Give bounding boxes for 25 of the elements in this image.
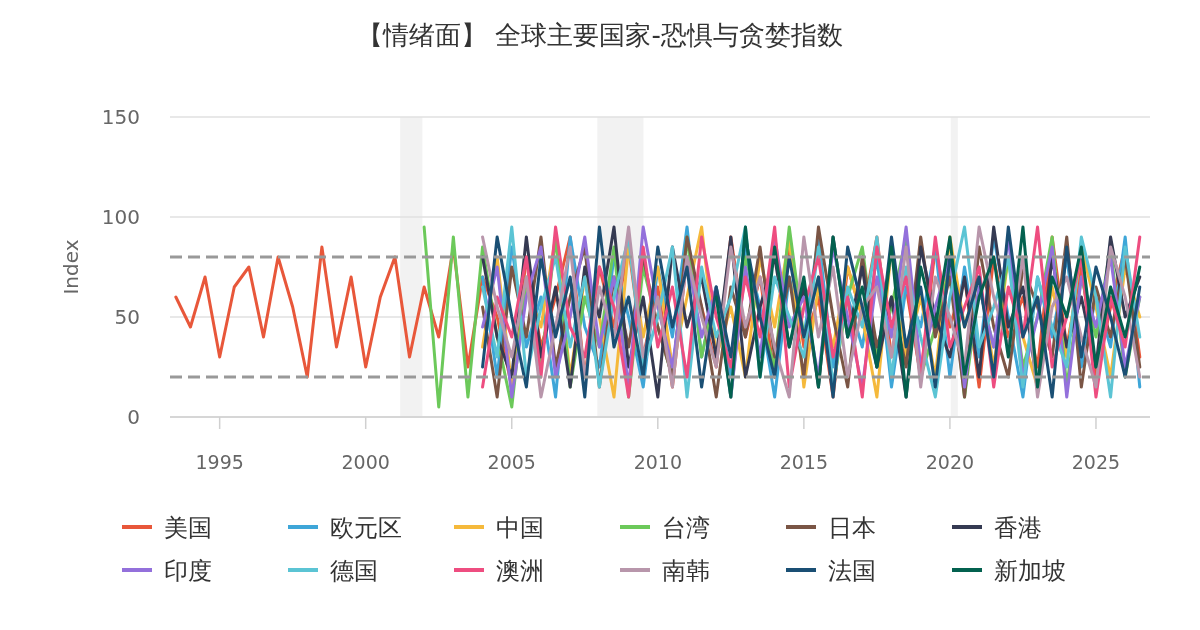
chart-title: 【情绪面】 全球主要国家-恐惧与贪婪指数 — [357, 20, 843, 50]
legend-label: 香港 — [994, 514, 1042, 542]
x-tick-label: 2015 — [779, 451, 829, 473]
x-tick-label: 2010 — [633, 451, 682, 473]
y-tick-label: 150 — [101, 105, 140, 129]
legend-label: 新加坡 — [994, 557, 1066, 585]
legend-label: 印度 — [164, 557, 212, 585]
legend-label: 日本 — [828, 514, 876, 542]
x-tick-label: 2025 — [1071, 451, 1121, 473]
legend-label: 台湾 — [662, 514, 710, 542]
legend-label: 南韩 — [662, 557, 710, 585]
legend-label: 法国 — [828, 557, 876, 585]
legend-label: 澳洲 — [496, 557, 544, 585]
x-tick-label: 1995 — [195, 451, 244, 473]
x-tick-label: 2000 — [341, 451, 390, 473]
y-tick-label: 50 — [114, 305, 140, 329]
legend-label: 欧元区 — [330, 514, 402, 542]
legend-label: 美国 — [164, 514, 212, 542]
x-tick-label: 2020 — [925, 451, 975, 473]
legend-label: 中国 — [496, 514, 544, 542]
y-tick-label: 100 — [101, 205, 140, 229]
legend-label: 德国 — [330, 557, 378, 585]
y-tick-label: 0 — [127, 405, 140, 429]
x-tick-label: 2005 — [487, 451, 536, 473]
y-axis-title: Index — [59, 239, 83, 295]
